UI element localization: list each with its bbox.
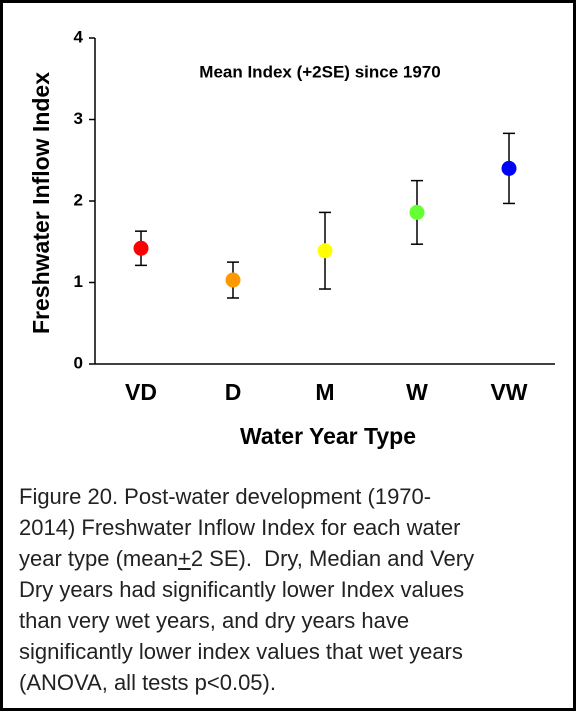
caption-text: 2014) Freshwater Inflow Index for each w… bbox=[19, 515, 461, 540]
x-axis-label: Water Year Type bbox=[240, 423, 416, 449]
caption-text: + bbox=[177, 546, 191, 571]
point bbox=[409, 204, 425, 220]
x-tick-label: D bbox=[225, 379, 242, 405]
point bbox=[501, 160, 517, 176]
caption-line: (ANOVA, all tests p<0.05). bbox=[19, 667, 474, 698]
point bbox=[317, 243, 333, 259]
point bbox=[225, 272, 241, 288]
chart-title: Mean Index (+2SE) since 1970 bbox=[199, 62, 440, 81]
caption-text: 2 SE). Dry, Median and Very bbox=[190, 546, 475, 571]
x-tick-label: W bbox=[406, 379, 428, 405]
caption-text: than very wet years, and dry years have bbox=[19, 608, 410, 633]
caption-text: (ANOVA, all tests p<0.05). bbox=[19, 670, 276, 695]
x-tick-label: VD bbox=[125, 379, 157, 405]
chart: Mean Index (+2SE) since 1970 Freshwater … bbox=[28, 27, 555, 449]
caption-text: Figure 20. Post-water development (1970- bbox=[19, 484, 432, 509]
y-tick-label: 2 bbox=[74, 190, 83, 209]
y-tick-label: 4 bbox=[74, 27, 84, 46]
caption-line: Figure 20. Post-water development (1970- bbox=[19, 481, 474, 512]
caption-line: year type (mean+2 SE). Dry, Median and V… bbox=[19, 543, 474, 574]
caption-text: significantly lower index values that we… bbox=[19, 639, 463, 664]
y-tick-label: 1 bbox=[74, 272, 83, 291]
caption-line: than very wet years, and dry years have bbox=[19, 605, 474, 636]
caption-line: 2014) Freshwater Inflow Index for each w… bbox=[19, 512, 474, 543]
y-tick-label: 0 bbox=[74, 353, 83, 372]
x-tick-label: VW bbox=[490, 379, 527, 405]
caption-line: significantly lower index values that we… bbox=[19, 636, 474, 667]
caption-line: Dry years had significantly lower Index … bbox=[19, 574, 474, 605]
y-tick-label: 3 bbox=[74, 109, 83, 128]
x-tick-label: M bbox=[315, 379, 334, 405]
point bbox=[133, 240, 149, 256]
caption-text: Dry years had significantly lower Index … bbox=[19, 577, 465, 602]
y-axis-label: Freshwater Inflow Index bbox=[28, 72, 54, 334]
caption-text: year type (mean bbox=[19, 546, 178, 571]
caption: Figure 20. Post-water development (1970-… bbox=[19, 481, 474, 698]
